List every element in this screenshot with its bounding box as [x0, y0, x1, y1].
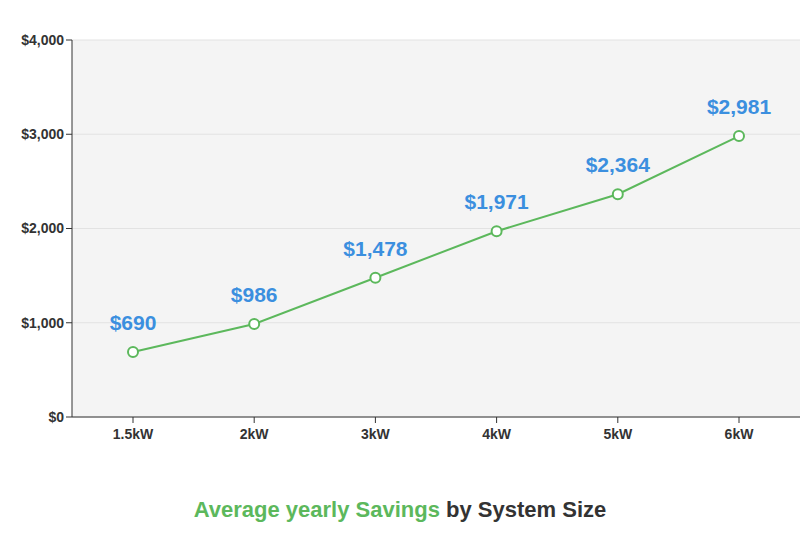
svg-text:1.5kW: 1.5kW: [113, 426, 154, 442]
svg-text:3kW: 3kW: [361, 426, 391, 442]
svg-text:$1,478: $1,478: [343, 237, 408, 260]
svg-text:$0: $0: [48, 409, 64, 425]
svg-text:6kW: 6kW: [725, 426, 755, 442]
svg-text:$2,981: $2,981: [707, 95, 772, 118]
svg-text:$3,000: $3,000: [21, 126, 64, 142]
svg-text:$986: $986: [231, 283, 278, 306]
svg-text:$1,000: $1,000: [21, 315, 64, 331]
svg-text:$2,364: $2,364: [586, 153, 651, 176]
svg-text:2kW: 2kW: [240, 426, 270, 442]
svg-text:$690: $690: [110, 311, 157, 334]
svg-text:4kW: 4kW: [482, 426, 512, 442]
html-text:Average yearly Savings by Syst: Average yearly Savings by System Size: [193, 497, 607, 522]
svg-text:5kW: 5kW: [603, 426, 633, 442]
svg-text:$4,000: $4,000: [21, 32, 64, 48]
svg-text:$2,000: $2,000: [21, 220, 64, 236]
svg-text:$1,971: $1,971: [464, 190, 529, 213]
